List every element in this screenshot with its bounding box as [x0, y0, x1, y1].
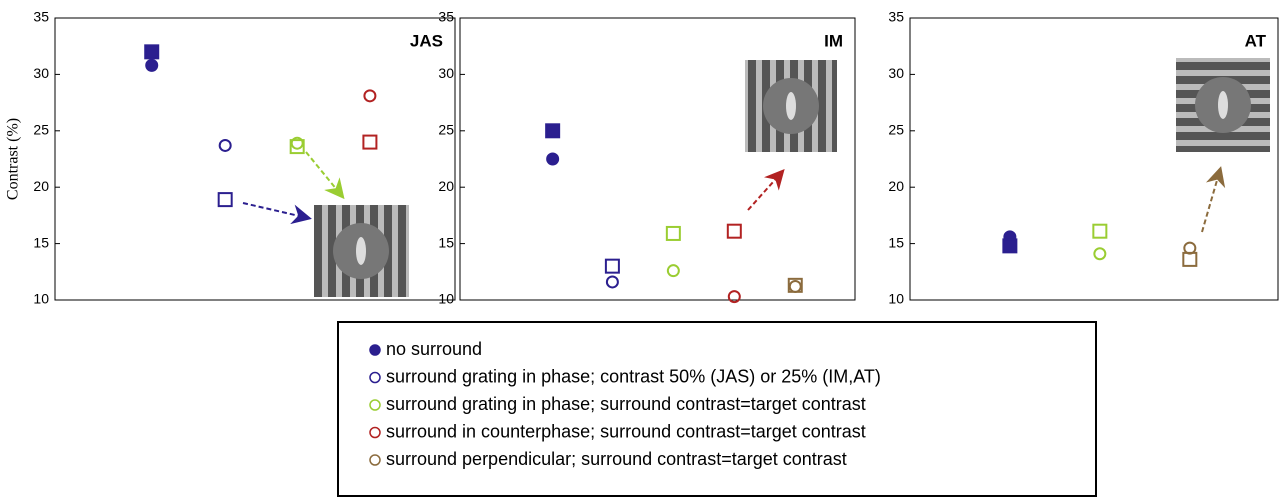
legend-label: surround perpendicular; surround contras…	[386, 449, 847, 469]
y-tick-label: 25	[888, 122, 904, 138]
point-square	[667, 227, 680, 240]
y-axis-label: Contrast (%)	[5, 118, 22, 200]
y-tick-label: 20	[888, 178, 904, 194]
legend: no surround surround grating in phase; co…	[370, 339, 881, 469]
point-circle	[547, 154, 558, 165]
point-circle	[146, 60, 157, 71]
point-circle	[668, 265, 679, 276]
point-circle	[364, 90, 375, 101]
y-tick-label: 35	[438, 9, 454, 25]
y-tick-label: 20	[33, 178, 49, 194]
inset-image	[356, 237, 366, 265]
point-square	[145, 45, 158, 58]
point-square	[363, 136, 376, 149]
arrow	[1202, 170, 1220, 232]
legend-marker	[370, 455, 380, 465]
point-square	[219, 193, 232, 206]
point-square	[1183, 253, 1196, 266]
y-tick-label: 35	[33, 9, 49, 25]
legend-marker	[370, 373, 380, 383]
y-tick-label: 10	[888, 291, 904, 307]
arrow	[243, 203, 308, 218]
inset-image	[1218, 91, 1228, 119]
legend-marker	[370, 400, 380, 410]
y-tick-label: 25	[438, 122, 454, 138]
point-circle	[607, 276, 618, 287]
panel-title: JAS	[410, 31, 443, 50]
arrow	[306, 152, 342, 196]
y-tick-label: 15	[438, 234, 454, 250]
y-tick-label: 30	[438, 65, 454, 81]
legend-label: surround in counterphase; surround contr…	[386, 421, 866, 441]
legend-label: surround grating in phase; contrast 50% …	[386, 366, 881, 386]
legend-marker	[370, 345, 380, 355]
panel-title: IM	[824, 31, 843, 50]
y-tick-label: 10	[33, 291, 49, 307]
legend-marker	[370, 428, 380, 438]
y-tick-label: 10	[438, 291, 454, 307]
point-square	[1093, 225, 1106, 238]
arrow	[748, 172, 782, 210]
point-circle	[790, 281, 801, 292]
point-square	[1003, 239, 1016, 252]
y-tick-label: 15	[33, 234, 49, 250]
panel-title: AT	[1245, 31, 1267, 50]
legend-label: surround grating in phase; surround cont…	[386, 394, 866, 414]
point-circle	[1094, 248, 1105, 259]
y-tick-label: 20	[438, 178, 454, 194]
figure: 10 15 20 25 30 35 JAS Contrast (%) 10 15 20 25 30 35 I…	[0, 0, 1283, 498]
y-tick-label: 35	[888, 9, 904, 25]
panels: 10 15 20 25 30 35 JAS Contrast (%) 10 15 20 25 30 35 I…	[5, 9, 1278, 307]
legend-label: no surround	[386, 339, 482, 359]
point-square	[728, 225, 741, 238]
y-tick-label: 30	[33, 65, 49, 81]
y-tick-label: 15	[888, 234, 904, 250]
point-square	[606, 260, 619, 273]
point-square	[546, 124, 559, 137]
point-circle	[220, 140, 231, 151]
y-tick-label: 25	[33, 122, 49, 138]
inset-image	[786, 92, 796, 120]
insets	[243, 58, 1270, 297]
y-tick-label: 30	[888, 65, 904, 81]
